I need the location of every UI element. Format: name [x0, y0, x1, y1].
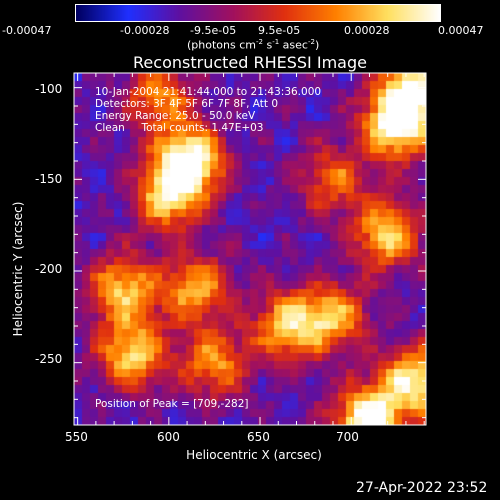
x-tick-label: 700	[336, 430, 359, 444]
x-tick-label: 600	[157, 430, 180, 444]
colorbar-tick-label: 0.00028	[344, 24, 390, 37]
x-axis-label: Heliocentric X (arcsec)	[186, 448, 322, 462]
chart-title: Reconstructed RHESSI Image	[133, 53, 367, 72]
colorbar-tick-label: 0.00047	[438, 24, 484, 37]
colorbar	[75, 4, 441, 22]
x-tick-label: 550	[65, 430, 88, 444]
y-tick-label: -200	[35, 262, 63, 276]
peak-position-text: Position of Peak = [709,-282]	[95, 398, 249, 410]
x-tick-label: 650	[247, 430, 270, 444]
y-tick-label: -250	[35, 352, 63, 366]
colorbar-tick-label: -9.5e-05	[190, 24, 237, 37]
time-range-text: 10-Jan-2004 21:41:44.000 to 21:43:36.000	[95, 86, 322, 98]
clean-counts-text: Clean Total counts: 1.47E+03	[95, 122, 264, 134]
colorbar-units: (photons cm-2 s-1 asec-2)	[187, 38, 320, 52]
timestamp: 27-Apr-2022 23:52	[356, 480, 488, 496]
colorbar-tick-label: -0.00028	[120, 24, 170, 37]
y-tick-label: -100	[35, 82, 63, 96]
y-tick-label: -150	[35, 172, 63, 186]
energy-range-text: Energy Range: 25.0 - 50.0 keV	[95, 110, 256, 122]
y-axis-label: Heliocentric Y (arcsec)	[11, 201, 25, 337]
observation-info: 10-Jan-2004 21:41:44.000 to 21:43:36.000…	[95, 86, 321, 134]
colorbar-tick-label: 9.5e-05	[258, 24, 301, 37]
detectors-text: Detectors: 3F 4F 5F 6F 7F 8F, Att 0	[95, 98, 279, 110]
colorbar-tick-label: -0.00047	[2, 24, 52, 37]
